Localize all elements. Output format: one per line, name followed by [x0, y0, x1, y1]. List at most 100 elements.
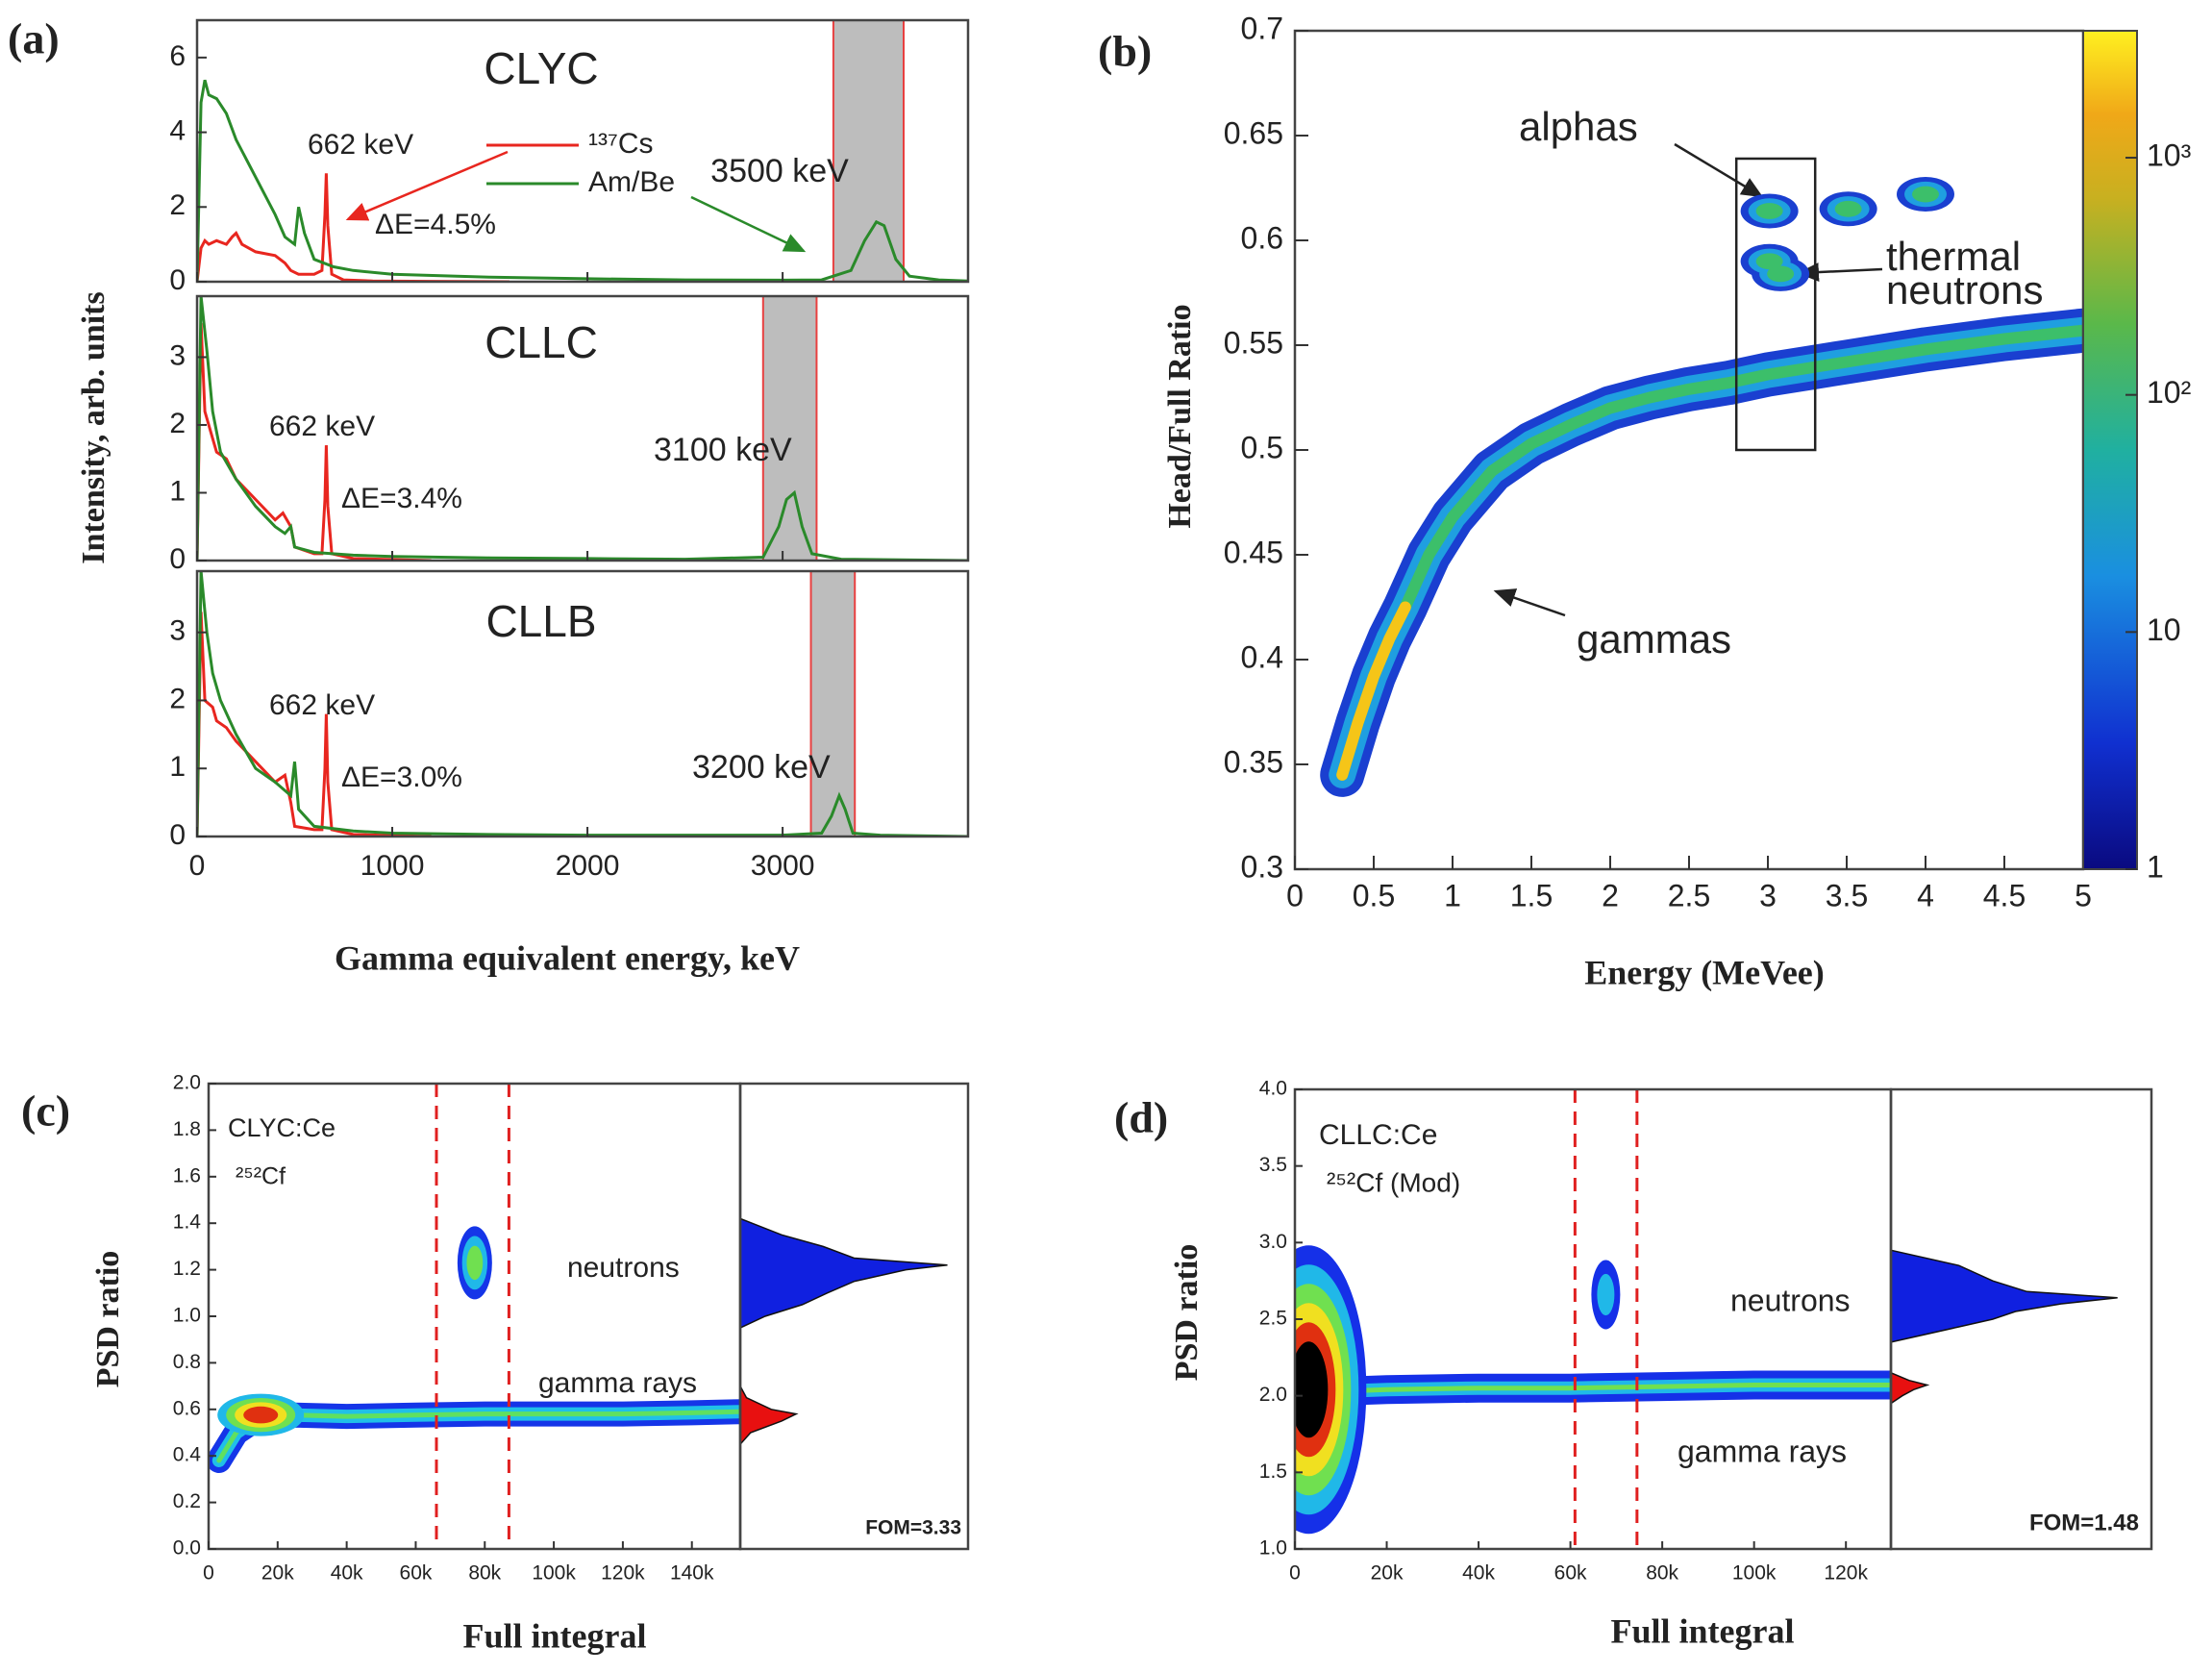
- x-tick-label: 120k: [1824, 1562, 1868, 1585]
- label: ΔE=3.0%: [341, 762, 462, 793]
- label: (d): [1114, 1093, 1168, 1142]
- x-tick-label: 0: [203, 1562, 214, 1585]
- y-tick-label: 2: [169, 189, 186, 221]
- arrow: [1797, 262, 1883, 283]
- y-tick-label: 1.8: [173, 1118, 201, 1140]
- x-tick-label: 40k: [331, 1562, 363, 1585]
- label: Full integral: [1611, 1611, 1795, 1650]
- x-tick-label: 140k: [670, 1562, 714, 1585]
- label: gammas: [1577, 616, 1731, 662]
- legend-label: Am/Be: [588, 166, 675, 198]
- label: 662 keV: [269, 411, 375, 442]
- y-tick-label: 0.4: [1241, 639, 1283, 674]
- y-tick-label: 6: [169, 40, 186, 72]
- plot-frame: [1293, 1087, 1893, 1551]
- x-tick-label: 1.5: [1510, 878, 1553, 912]
- density-blob: [1834, 200, 1862, 217]
- x-tick-label: 80k: [468, 1562, 501, 1585]
- y-tick-label: 4: [169, 114, 186, 146]
- x-tick-label: 4.5: [1983, 878, 2026, 912]
- arrow: [690, 195, 807, 253]
- y-tick-label: 2.5: [1259, 1308, 1287, 1330]
- label: Energy (MeVee): [1584, 953, 1825, 991]
- colorbar-tick-label: 10²: [2147, 375, 2192, 410]
- y-tick-label: 2.0: [1259, 1384, 1287, 1406]
- y-tick-label: 0.35: [1224, 744, 1283, 779]
- x-tick-label: 5: [2075, 878, 2092, 912]
- y-tick-label: 2.0: [173, 1072, 201, 1094]
- label: PSD ratio: [90, 1251, 126, 1388]
- colorbar-tick-label: 10: [2147, 612, 2181, 647]
- label: 3200 keV: [692, 749, 831, 786]
- colorbar-tick-label: 10³: [2147, 137, 2192, 172]
- y-tick-label: 4.0: [1259, 1078, 1287, 1100]
- y-tick-label: 3.0: [1259, 1231, 1287, 1253]
- y-tick-label: 0.0: [173, 1537, 201, 1560]
- density-blob: [1295, 1341, 1329, 1438]
- x-tick-label: 2000: [556, 850, 620, 882]
- x-tick-label: 100k: [1732, 1562, 1777, 1585]
- y-tick-label: 1: [169, 475, 186, 507]
- plot-frame: [195, 569, 970, 838]
- label: PSD ratio: [1169, 1244, 1205, 1382]
- label: (c): [21, 1086, 70, 1136]
- label: CLLC:Ce: [1319, 1119, 1437, 1151]
- label: (a): [8, 14, 60, 63]
- x-tick-label: 3000: [751, 850, 815, 882]
- energy-window: [832, 19, 905, 283]
- label: 3100 keV: [654, 432, 792, 468]
- label: Head/Full Ratio: [1162, 304, 1198, 528]
- y-tick-label: 1: [169, 751, 186, 783]
- y-tick-label: 0.6: [1241, 220, 1283, 255]
- label: CLLC: [485, 317, 598, 367]
- label: 662 keV: [269, 689, 375, 721]
- plot-frame: [1889, 1087, 2153, 1551]
- arrow: [345, 150, 509, 221]
- label: CLLB: [485, 596, 596, 646]
- y-tick-label: 0.45: [1224, 535, 1283, 569]
- label: neutrons: [1886, 267, 2043, 312]
- y-tick-label: 0: [169, 819, 186, 851]
- y-tick-label: 1.0: [1259, 1537, 1287, 1560]
- label: Intensity, arb. units: [76, 291, 112, 563]
- x-tick-label: 1: [1444, 878, 1461, 912]
- y-tick-label: 1.0: [173, 1305, 201, 1327]
- x-tick-label: 2.5: [1668, 878, 1710, 912]
- colorbar-tick-label: 1: [2147, 849, 2164, 884]
- label: FOM=1.48: [2029, 1510, 2139, 1536]
- label: Gamma equivalent energy, keV: [335, 938, 800, 977]
- density-blob: [243, 1406, 279, 1424]
- y-tick-label: 1.5: [1259, 1461, 1287, 1483]
- label: 3500 keV: [710, 153, 849, 189]
- label: (b): [1098, 27, 1152, 76]
- spectrum-line: [197, 173, 510, 282]
- y-tick-label: 3.5: [1259, 1154, 1287, 1176]
- projection-histogram: [1890, 1371, 1930, 1406]
- y-tick-label: 3: [169, 615, 186, 647]
- plot-frame: [207, 1082, 742, 1551]
- label: gamma rays: [538, 1367, 697, 1399]
- spectrum-line: [197, 323, 432, 561]
- label: ²⁵²Cf: [236, 1163, 286, 1190]
- x-tick-label: 60k: [1554, 1562, 1587, 1585]
- projection-histogram: [739, 1217, 948, 1330]
- y-tick-label: 1.2: [173, 1258, 201, 1280]
- x-tick-label: 60k: [400, 1562, 433, 1585]
- plot-frame: [738, 1082, 970, 1551]
- spectrum-line: [197, 296, 968, 561]
- y-tick-label: 1.4: [173, 1211, 202, 1234]
- x-tick-label: 20k: [261, 1562, 294, 1585]
- plot-frame: [195, 18, 970, 284]
- label: Full integral: [463, 1616, 647, 1655]
- density-blob: [1912, 186, 1939, 203]
- y-tick-label: 0: [169, 543, 186, 575]
- y-tick-label: 0.6: [173, 1397, 201, 1419]
- label: thermal: [1886, 234, 2021, 279]
- x-tick-label: 0: [1289, 1562, 1301, 1585]
- x-tick-label: 40k: [1462, 1562, 1495, 1585]
- density-blob: [1755, 203, 1783, 219]
- y-tick-label: 1.6: [173, 1164, 201, 1186]
- x-tick-label: 3: [1759, 878, 1777, 912]
- x-tick-label: 3.5: [1826, 878, 1868, 912]
- x-tick-label: 1000: [360, 850, 425, 882]
